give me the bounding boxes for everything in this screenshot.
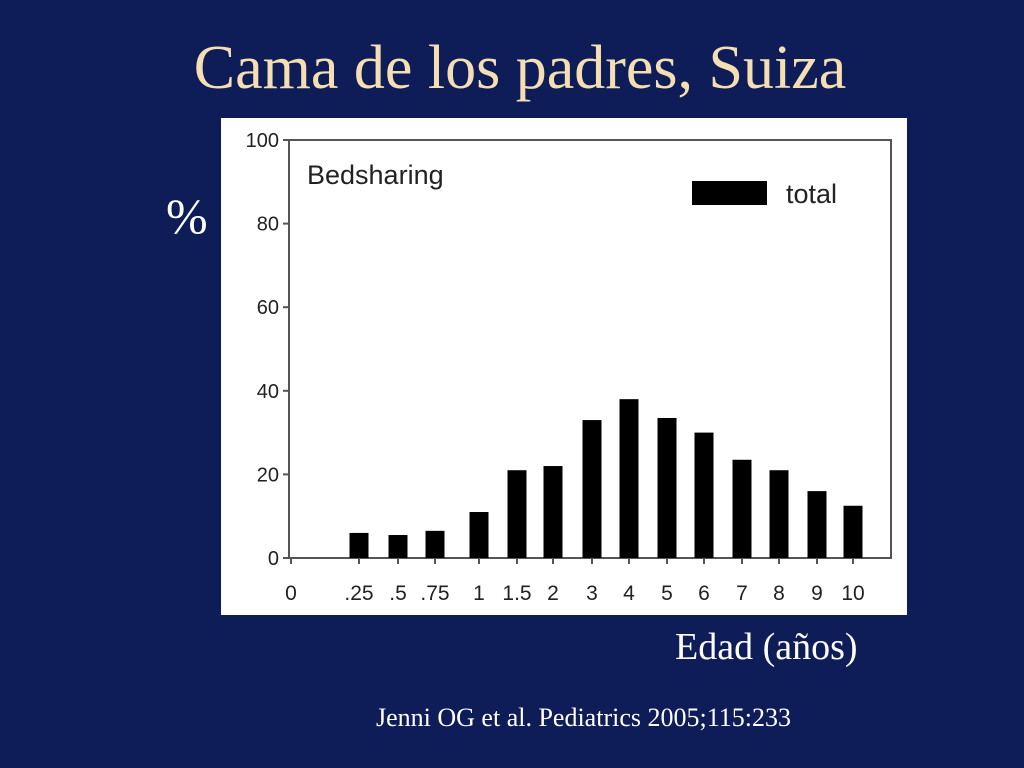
- x-tick-label: 0: [285, 582, 297, 605]
- bar-7: [732, 459, 752, 558]
- slide-title: Cama de los padres, Suiza: [193, 34, 847, 102]
- bar-.75: [425, 530, 445, 558]
- y-tick-label: 100: [246, 130, 279, 152]
- x-tick-label: 2: [547, 582, 559, 605]
- x-tick-label: .75: [420, 582, 449, 605]
- x-tick-label: 4: [623, 582, 635, 605]
- x-tick-label: .25: [344, 582, 373, 605]
- y-axis-label: %: [166, 188, 208, 244]
- bar-1: [469, 512, 489, 558]
- y-tick-label: 60: [257, 297, 279, 319]
- x-tick-label: 5: [661, 582, 673, 605]
- bar-4: [619, 399, 639, 558]
- bar-5: [657, 417, 677, 558]
- bar-10: [843, 505, 863, 558]
- y-tick-label: 0: [268, 548, 279, 570]
- x-tick-label: 6: [698, 582, 710, 605]
- y-tick-label: 20: [257, 464, 279, 486]
- bar-.5: [388, 535, 408, 558]
- citation: Jenni OG et al. Pediatrics 2005;115:233: [376, 703, 791, 732]
- bar-.25: [349, 532, 369, 558]
- x-tick-label: 9: [811, 582, 823, 605]
- y-tick-label: 80: [257, 214, 279, 236]
- bar-3: [582, 420, 602, 558]
- bar-8: [769, 470, 789, 558]
- x-axis-label: Edad (años): [675, 626, 858, 668]
- bar-6: [694, 432, 714, 558]
- x-tick-label: .5: [389, 582, 407, 605]
- x-tick-label: 8: [773, 582, 785, 605]
- chart-panel: 0 20 40 60 80 100 0 .25 .5 .75 1 1.5 2 3 4 5 6 7 8 9 10 Bedsh…: [221, 118, 907, 615]
- x-tick-label: 1.5: [502, 582, 531, 605]
- bar-1.5: [507, 470, 527, 558]
- x-tick-label: 7: [736, 582, 748, 605]
- legend-swatch: [692, 181, 767, 205]
- chart-title: Bedsharing: [307, 160, 444, 190]
- bar-2: [543, 466, 563, 558]
- x-tick-label: 3: [586, 582, 598, 605]
- legend-label: total: [786, 179, 837, 209]
- x-tick-label: 1: [473, 582, 485, 605]
- bar-9: [807, 491, 827, 558]
- y-tick-label: 40: [257, 381, 279, 403]
- bar-chart: 0 20 40 60 80 100 0 .25 .5 .75 1 1.5 2 3 4 5 6 7 8 9 10 Bedsh…: [246, 130, 892, 605]
- x-tick-label: 10: [841, 582, 864, 605]
